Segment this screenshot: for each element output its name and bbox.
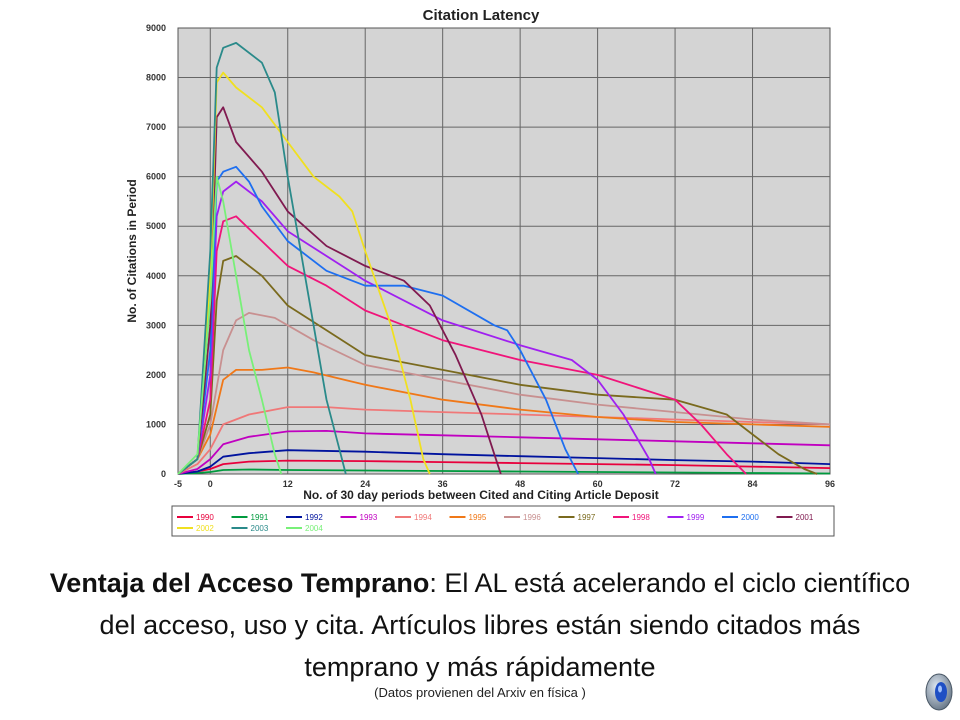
y-tick-label: 5000: [146, 221, 166, 231]
speaker-icon[interactable]: [924, 672, 958, 712]
series-line-1990: [177, 459, 831, 475]
legend-label-1999: 1999: [687, 513, 705, 522]
series-line-1993: [177, 430, 831, 475]
series-line-1999: [177, 180, 657, 475]
legend-label-1994: 1994: [414, 513, 432, 522]
series-line-2003: [177, 42, 347, 475]
series-line-2004: [177, 175, 283, 475]
x-tick-label: -5: [174, 479, 182, 489]
x-tick-label: 84: [748, 479, 758, 489]
x-tick-label: 36: [438, 479, 448, 489]
legend-label-2001: 2001: [796, 513, 814, 522]
y-tick-label: 1000: [146, 419, 166, 429]
legend-label-1996: 1996: [523, 513, 541, 522]
x-tick-label: 72: [670, 479, 680, 489]
y-tick-label: 6000: [146, 172, 166, 182]
x-tick-label: 0: [208, 479, 213, 489]
legend-label-1992: 1992: [305, 513, 323, 522]
legend: [171, 505, 835, 537]
y-axis-label: No. of Citations in Period: [125, 179, 139, 322]
citation-latency-chart: Citation Latency -5 0 12 24 36 48 60 72 84 96 0 100…: [125, 7, 835, 537]
y-tick-label: 3000: [146, 320, 166, 330]
y-tick-label: 9000: [146, 23, 166, 33]
chart-title: Citation Latency: [423, 7, 540, 24]
x-tick-label: 24: [360, 479, 370, 489]
y-tick-label: 7000: [146, 122, 166, 132]
x-tick-label: 60: [593, 479, 603, 489]
plot-area: [177, 27, 831, 475]
legend-label-2000: 2000: [741, 513, 759, 522]
legend-label-1998: 1998: [632, 513, 650, 522]
series-lines: [177, 42, 831, 475]
series-line-1995: [177, 366, 831, 475]
series-line-1991: [177, 468, 831, 475]
caption-rest: : El AL está acelerando el ciclo científ…: [99, 568, 911, 682]
x-tick-label: 48: [515, 479, 525, 489]
legend-label-2002: 2002: [196, 524, 214, 533]
y-tick-label: 4000: [146, 271, 166, 281]
legend-label-1997: 1997: [578, 513, 596, 522]
caption-bold: Ventaja del Acceso Temprano: [49, 568, 430, 598]
series-line-1994: [177, 406, 831, 475]
caption-main: Ventaja del Acceso Temprano: El AL está …: [40, 562, 920, 688]
caption-note: (Datos provienen del Arxiv en física ): [374, 685, 586, 700]
x-tick-label: 96: [825, 479, 835, 489]
series-line-1998: [177, 215, 747, 475]
legend-label-2003: 2003: [251, 524, 269, 533]
legend-label-1993: 1993: [360, 513, 378, 522]
y-tick-label: 0: [161, 469, 166, 479]
legend-label-2004: 2004: [305, 524, 323, 533]
series-line-1992: [177, 449, 831, 475]
legend-label-1991: 1991: [251, 513, 269, 522]
axis-ticks: -5 0 12 24 36 48 60 72 84 96 0 1000 2000 3000 4000 5000…: [146, 23, 835, 489]
x-axis-label: No. of 30 day periods between Cited and …: [303, 488, 659, 502]
y-tick-label: 2000: [146, 370, 166, 380]
series-line-1996: [177, 312, 831, 475]
x-tick-label: 12: [283, 479, 293, 489]
legend-entries: 1990 1991 1992 1993 1994 1995 1996 1997 1998 1999…: [177, 513, 814, 533]
legend-label-1990: 1990: [196, 513, 214, 522]
legend-label-1995: 1995: [469, 513, 487, 522]
series-line-1997: [177, 255, 818, 475]
y-tick-label: 8000: [146, 73, 166, 83]
